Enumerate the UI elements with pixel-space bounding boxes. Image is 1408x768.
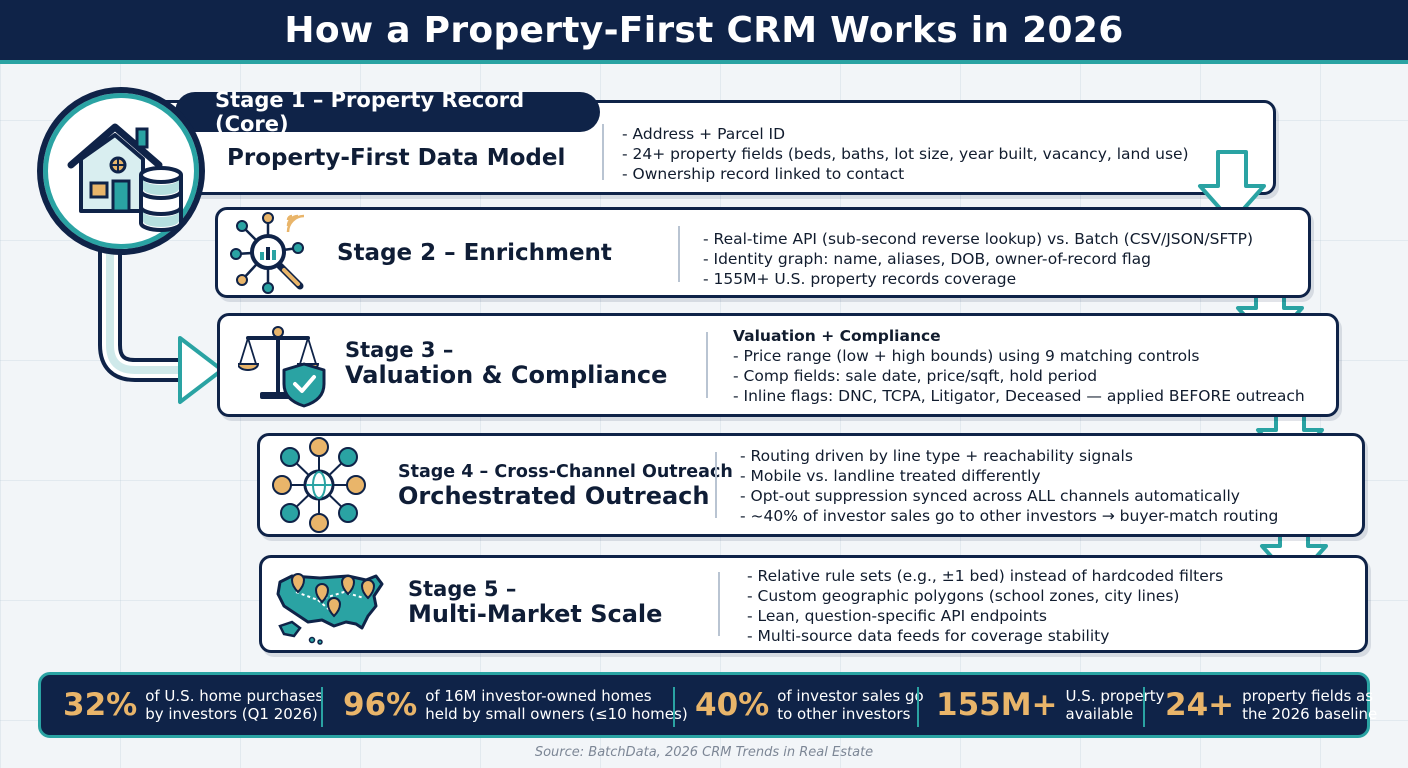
list-item: - Mobile vs. landline treated differentl… <box>740 467 1041 485</box>
stat-label: U.S. property available <box>1066 687 1165 723</box>
hub-connector-arrow <box>98 240 224 404</box>
source-citation: Source: BatchData, 2026 CRM Trends in Re… <box>534 745 874 760</box>
stage-3-title-line2: Valuation & Compliance <box>345 361 668 389</box>
stat-separator <box>321 687 323 727</box>
stage-3-divider <box>706 332 708 398</box>
stat-line: held by small owners (≤10 homes) <box>425 705 688 723</box>
stage-4-divider <box>715 452 717 518</box>
house-database-hub <box>37 87 205 255</box>
stat-separator <box>673 687 675 727</box>
stat-separator <box>1143 687 1145 727</box>
stat-value: 155M+ <box>936 687 1058 723</box>
stage-3-card <box>217 313 1339 417</box>
stat-line: by investors (Q1 2026) <box>145 705 318 723</box>
list-item: - Opt-out suppression synced across ALL … <box>740 487 1240 505</box>
stat-value: 32% <box>63 687 138 723</box>
list-item: - Ownership record linked to contact <box>622 165 905 183</box>
stat-item: 32% of U.S. home purchases by investors … <box>63 675 323 735</box>
stat-value: 96% <box>343 687 418 723</box>
stage-2-bullets: - Real-time API (sub-second reverse look… <box>703 229 1253 289</box>
stat-line: the 2026 baseline <box>1242 705 1378 723</box>
list-item: - ~40% of investor sales go to other inv… <box>740 507 1279 525</box>
stat-line: to other investors <box>777 705 911 723</box>
stat-line: available <box>1065 705 1134 723</box>
stat-item: 96% of 16M investor-owned homes held by … <box>343 675 688 735</box>
list-item: - Real-time API (sub-second reverse look… <box>703 230 1253 248</box>
stat-label: of 16M investor-owned homes held by smal… <box>425 687 687 723</box>
page-header: How a Property-First CRM Works in 2026 <box>0 0 1408 64</box>
stat-line: property fields as <box>1242 687 1374 705</box>
list-item: - Custom geographic polygons (school zon… <box>747 587 1180 605</box>
list-item: - Comp fields: sale date, price/sqft, ho… <box>733 367 1098 385</box>
stat-label: of U.S. home purchases by investors (Q1 … <box>145 687 323 723</box>
stage-1-title: Property-First Data Model <box>227 145 566 171</box>
list-item: - Multi-source data feeds for coverage s… <box>747 627 1110 645</box>
list-item: - Routing driven by line type + reachabi… <box>740 447 1133 465</box>
scale-shield-icon <box>238 326 326 408</box>
stat-separator <box>917 687 919 727</box>
stage-5-bullets: - Relative rule sets (e.g., ±1 bed) inst… <box>747 566 1223 646</box>
stat-line: U.S. property <box>1065 687 1165 705</box>
stage-3-heading: Valuation + Compliance <box>733 327 941 345</box>
list-item: - Address + Parcel ID <box>622 125 786 143</box>
stat-value: 24+ <box>1165 687 1235 723</box>
stage-4-title-line1: Stage 4 – Cross-Channel Outreach <box>398 462 733 482</box>
stage-5-title-line1: Stage 5 – <box>408 577 517 601</box>
stage-5-card <box>259 555 1368 653</box>
stage-3-bullets: Valuation + Compliance - Price range (lo… <box>733 326 1305 406</box>
stat-item: 40% of investor sales go to other invest… <box>695 675 924 735</box>
list-item: - Inline flags: DNC, TCPA, Litigator, De… <box>733 387 1305 405</box>
stage-2-card <box>215 207 1311 298</box>
stage-4-bullets: - Routing driven by line type + reachabi… <box>740 446 1278 526</box>
house-database-icon <box>67 123 183 232</box>
stage-4-card <box>257 433 1365 537</box>
stat-label: of investor sales go to other investors <box>777 687 924 723</box>
page-title: How a Property-First CRM Works in 2026 <box>284 9 1124 51</box>
stage-2-divider <box>678 226 680 282</box>
stage-3-title-line1: Stage 3 – <box>345 338 454 362</box>
list-item: - Price range (low + high bounds) using … <box>733 347 1200 365</box>
data-search-network-icon <box>230 212 305 294</box>
stage-5-title-line2: Multi-Market Scale <box>408 600 663 628</box>
stage-2-title: Stage 2 – Enrichment <box>337 240 612 266</box>
list-item: - 155M+ U.S. property records coverage <box>703 270 1017 288</box>
us-map-pins-icon <box>276 573 384 645</box>
stage-1-badge: Stage 1 – Property Record (Core) <box>175 88 600 136</box>
stat-line: of 16M investor-owned homes <box>425 687 652 705</box>
stat-item: 155M+ U.S. property available <box>936 675 1165 735</box>
list-item: - Relative rule sets (e.g., ±1 bed) inst… <box>747 567 1224 585</box>
stat-value: 40% <box>695 687 770 723</box>
stage-1-divider <box>602 124 604 180</box>
stat-line: of investor sales go <box>777 687 924 705</box>
list-item: - Identity graph: name, aliases, DOB, ow… <box>703 250 1151 268</box>
stage-5-divider <box>718 572 720 636</box>
stage-4-title-line2: Orchestrated Outreach <box>398 482 710 510</box>
stat-item: 24+ property fields as the 2026 baseline <box>1165 675 1377 735</box>
stats-bar: 32% of U.S. home purchases by investors … <box>38 672 1377 738</box>
stage-1-bullets: - Address + Parcel ID - 24+ property fie… <box>622 124 1189 184</box>
arrow-down-icon <box>1198 150 1266 224</box>
stat-label: property fields as the 2026 baseline <box>1242 687 1377 723</box>
stat-line: of U.S. home purchases <box>145 687 324 705</box>
list-item: - Lean, question-specific API endpoints <box>747 607 1047 625</box>
channel-network-icon <box>272 437 366 533</box>
list-item: - 24+ property fields (beds, baths, lot … <box>622 145 1189 163</box>
